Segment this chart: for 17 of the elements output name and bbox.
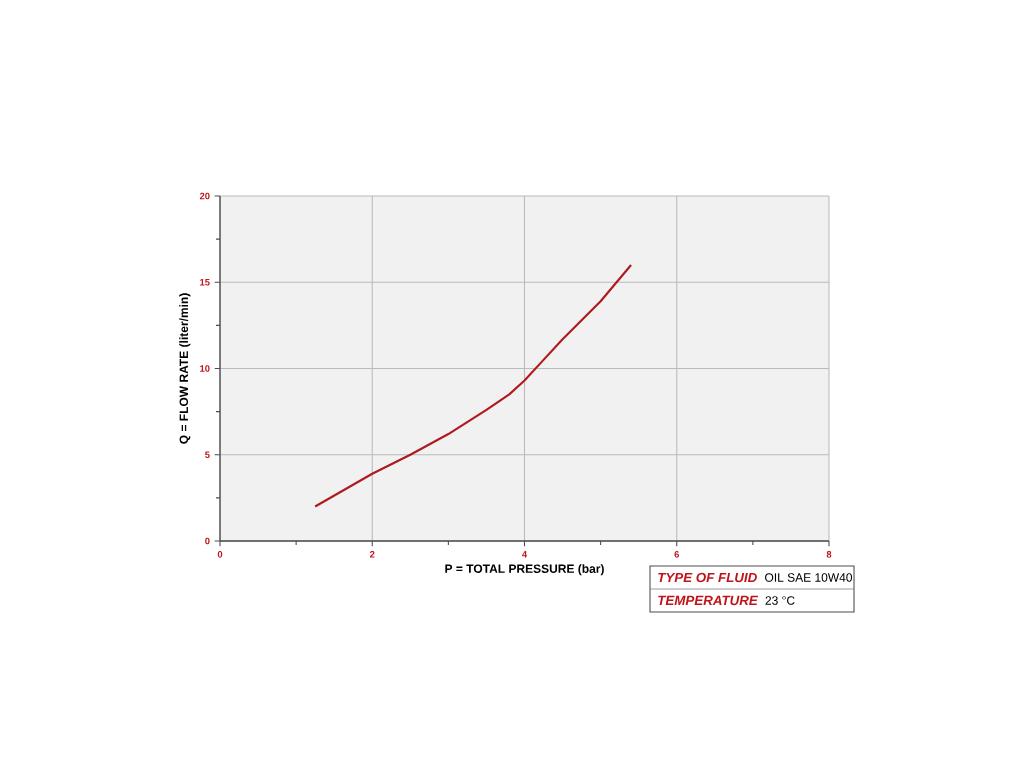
y-tick-label: 15 [200,278,210,286]
y-tick-label: 5 [205,451,210,458]
y-axis-title: Q = FLOW RATE (liter/min) [179,293,191,444]
text: TEMPERATURE [658,595,759,606]
text: 23 °C [765,596,795,605]
x-tick-label: 2 [369,551,375,558]
x-tick-label: 0 [217,551,223,558]
x-axis-title: P = TOTAL PRESSURE (bar) [445,564,604,576]
line-series [314,263,633,508]
x-tick-label: 8 [826,551,832,558]
y-tick-label: 10 [200,365,210,372]
x-tick-label: 4 [522,551,528,558]
y-tick-label: 20 [199,192,210,200]
text: TYPE OF FLUID [658,572,757,583]
x-tick-label: 6 [674,551,679,558]
text: OIL SAE 10W40 [765,573,853,582]
y-tick-label: 0 [205,537,210,545]
